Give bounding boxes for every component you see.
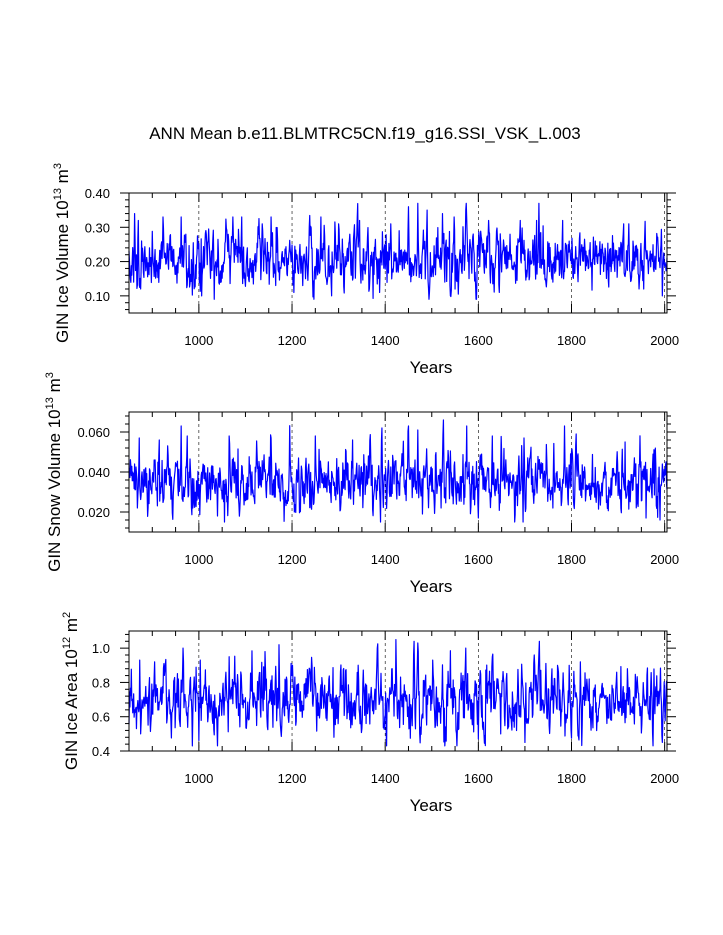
chart-title: ANN Mean b.e11.BLMTRC5CN.f19_g16.SSI_VSK… [149, 124, 581, 143]
y-axis-title-ylabel-unit: m [62, 618, 81, 637]
y-axis-title-ylabel-exponent: 12 [61, 637, 73, 649]
plot-frame [128, 411, 668, 533]
x-tick-label-1800: 1800 [557, 552, 586, 567]
y-tick-label-0.40: 0.40 [85, 186, 110, 201]
y-tick-label-0.10: 0.10 [85, 289, 110, 304]
panel-ice-area: 1000 1200 1400 1600 1800 2000 0.4 0.6 0.8 1.0 Year… [61, 612, 679, 815]
x-tick-label-1400: 1400 [371, 333, 400, 348]
y-tick-label-0.30: 0.30 [85, 220, 110, 235]
x-tick-label-1000: 1000 [184, 771, 213, 786]
y-axis-title-ylabel: GIN Ice Volume 10 [53, 200, 72, 343]
x-tick-label-1400: 1400 [371, 771, 400, 786]
x-tick-label-1200: 1200 [278, 552, 307, 567]
x-axis-title: Years [410, 358, 453, 377]
y-axis-title: GIN Ice Volume 1013 m3 [52, 163, 72, 343]
x-tick-label-1600: 1600 [464, 771, 493, 786]
panel-snow-volume: 1000 1200 1400 1600 1800 2000 0.020 0.040 0.060 Y… [44, 372, 679, 596]
x-tick-label-1000: 1000 [184, 333, 213, 348]
x-tick-label-2000: 2000 [650, 771, 679, 786]
y-axis-title-ylabel-exponent: 13 [52, 188, 64, 200]
series-line-snow-volume [128, 419, 668, 523]
y-tick-label-0.6: 0.6 [92, 710, 110, 725]
x-tick-label-1600: 1600 [464, 333, 493, 348]
y-tick-label-0.040: 0.040 [77, 465, 110, 480]
y-tick-label-0.8: 0.8 [92, 675, 110, 690]
y-axis-title-ylabel: GIN Ice Area 10 [62, 649, 81, 770]
y-tick-label-0.20: 0.20 [85, 255, 110, 270]
y-axis-title: GIN Ice Area 1012 m2 [61, 612, 81, 770]
y-axis-title-ylabel-exponent: 13 [44, 397, 56, 409]
x-tick-label-1400: 1400 [371, 552, 400, 567]
y-axis-title-ylabel-unit-exponent: 3 [52, 163, 64, 169]
x-tick-label-1000: 1000 [184, 552, 213, 567]
y-axis-title-ylabel: GIN Snow Volume 10 [45, 409, 64, 572]
y-axis-title-ylabel-unit: m [45, 378, 64, 397]
y-tick-label-0.020: 0.020 [77, 505, 110, 520]
plot-frame [128, 192, 668, 314]
panel-ice-volume: 1000 1200 1400 1600 1800 2000 0.10 0.20 0.30 0.40… [52, 163, 679, 377]
y-tick-label-0.4: 0.4 [92, 744, 110, 759]
series-line-ice-area [128, 638, 668, 747]
x-tick-label-1800: 1800 [557, 333, 586, 348]
y-tick-label-0.060: 0.060 [77, 425, 110, 440]
x-tick-label-2000: 2000 [650, 333, 679, 348]
y-axis-title: GIN Snow Volume 1013 m3 [44, 372, 64, 572]
x-tick-label-1600: 1600 [464, 552, 493, 567]
series-line-ice-volume [128, 202, 668, 300]
x-tick-label-1800: 1800 [557, 771, 586, 786]
plot-frame [128, 630, 668, 752]
y-axis-title-ylabel-unit: m [53, 169, 72, 188]
x-tick-label-2000: 2000 [650, 552, 679, 567]
y-axis-title-ylabel-unit-exponent: 2 [61, 612, 73, 618]
x-tick-label-1200: 1200 [278, 333, 307, 348]
x-tick-label-1200: 1200 [278, 771, 307, 786]
y-axis-title-ylabel-unit-exponent: 3 [44, 372, 56, 378]
x-axis-title: Years [410, 796, 453, 815]
x-axis-title: Years [410, 577, 453, 596]
y-tick-label-1.0: 1.0 [92, 641, 110, 656]
